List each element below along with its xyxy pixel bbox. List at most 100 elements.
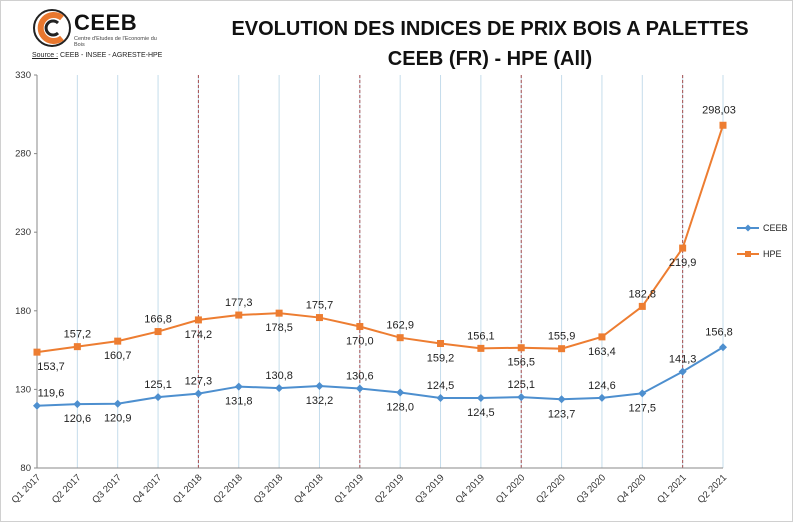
data-label-ceeb: 128,0 — [386, 402, 414, 414]
data-label-ceeb: 127,5 — [629, 402, 657, 414]
data-point-ceeb — [719, 343, 727, 352]
x-tick-label: Q2 2017 — [50, 472, 84, 506]
x-tick-label: Q4 2020 — [615, 472, 649, 506]
logo-name: CEEB — [74, 10, 138, 35]
data-point-ceeb — [275, 384, 284, 393]
data-label-ceeb: 131,8 — [225, 396, 253, 408]
data-label-ceeb: 130,6 — [346, 370, 374, 382]
data-point-ceeb — [154, 393, 163, 402]
series-line-ceeb — [36, 346, 724, 407]
data-point-hpe — [73, 343, 81, 351]
data-label-ceeb: 130,8 — [265, 370, 293, 382]
data-label-ceeb: 125,1 — [507, 379, 535, 391]
data-point-hpe — [558, 345, 566, 353]
data-point-hpe — [275, 309, 283, 317]
data-point-hpe — [114, 337, 122, 345]
data-point-ceeb — [396, 388, 405, 397]
data-point-hpe — [194, 316, 202, 324]
x-tick-label: Q2 2020 — [534, 472, 568, 506]
x-tick-label: Q1 2018 — [171, 472, 205, 506]
data-label-hpe: 159,2 — [427, 352, 455, 364]
data-label-hpe: 162,9 — [386, 320, 414, 332]
x-tick-label: Q3 2017 — [90, 472, 124, 506]
x-tick-label: Q3 2018 — [252, 472, 286, 506]
data-label-ceeb: 119,6 — [38, 388, 65, 400]
y-tick-label: 280 — [15, 149, 31, 160]
data-point-hpe — [33, 348, 41, 356]
x-tick-label: Q1 2020 — [494, 472, 528, 506]
data-point-ceeb — [436, 394, 445, 403]
x-tick-label: Q4 2017 — [131, 472, 165, 506]
data-point-ceeb — [557, 395, 566, 404]
data-point-ceeb — [638, 389, 647, 398]
data-label-ceeb: 120,9 — [104, 413, 132, 425]
data-label-hpe: 163,4 — [588, 346, 616, 358]
data-point-hpe — [679, 244, 687, 252]
x-tick-label: Q2 2021 — [696, 472, 730, 506]
data-label-hpe: 178,5 — [265, 322, 293, 334]
data-point-ceeb — [194, 389, 203, 398]
ceeb-logo: CEEB Centre d'Etudes de l'Economie du Bo… — [32, 8, 157, 52]
data-point-hpe — [396, 334, 404, 342]
x-tick-label: Q4 2018 — [292, 472, 326, 506]
data-point-ceeb — [517, 393, 526, 402]
data-label-ceeb: 125,1 — [144, 379, 172, 391]
data-point-ceeb — [315, 381, 324, 390]
data-label-hpe: 219,9 — [669, 257, 697, 269]
data-label-ceeb: 124,5 — [427, 380, 455, 392]
grid-layer — [36, 75, 724, 468]
data-label-hpe: 170,0 — [346, 336, 374, 348]
data-point-hpe — [517, 344, 525, 352]
x-tick-label: Q1 2017 — [10, 472, 44, 506]
data-point-hpe — [477, 344, 485, 352]
data-label-ceeb: 124,5 — [467, 407, 495, 419]
source-text: CEEB - INSEE - AGRESTE-HPE — [60, 52, 163, 59]
y-tick-label: 180 — [15, 306, 31, 317]
source-label: Source : — [32, 52, 59, 59]
label-layer: 119,6 120,6 120,9 125,1 127,3 131,8 130,8 132,2… — [37, 104, 736, 425]
data-label-ceeb: 124,6 — [588, 380, 616, 392]
data-label-ceeb: 141,3 — [669, 354, 697, 366]
data-label-ceeb: 127,3 — [185, 376, 213, 388]
data-point-ceeb — [355, 384, 364, 393]
legend-label-hpe: HPE — [763, 249, 782, 259]
data-point-hpe — [437, 339, 445, 347]
chart-title: EVOLUTION DES INDICES DE PRIX BOIS A PAL… — [190, 14, 790, 74]
logo-subtitle: Centre d'Etudes de l'Economie du Bois — [74, 36, 157, 48]
x-tick-label: Q2 2018 — [211, 472, 245, 506]
data-point-hpe — [235, 311, 243, 319]
x-tick-label: Q1 2019 — [332, 472, 366, 506]
data-label-hpe: 153,7 — [37, 361, 65, 373]
x-tick-label: Q3 2019 — [413, 472, 447, 506]
legend-marker-hpe — [745, 251, 751, 257]
data-point-hpe — [154, 328, 162, 336]
data-point-ceeb — [678, 367, 687, 376]
x-tick-label: Q2 2019 — [373, 472, 407, 506]
data-label-hpe: 182,8 — [629, 288, 657, 300]
data-point-hpe — [315, 314, 323, 322]
x-tick-label: Q4 2019 — [453, 472, 487, 506]
chart-title-line2: CEEB (FR) - HPE (All) — [387, 48, 593, 70]
data-point-ceeb — [33, 401, 41, 410]
series-layer — [33, 121, 727, 410]
data-point-ceeb — [476, 394, 485, 403]
x-tick-label: Q1 2021 — [655, 472, 689, 506]
y-tick-label: 130 — [15, 384, 31, 395]
data-point-hpe — [719, 121, 727, 129]
source-note: Source : CEEB - INSEE - AGRESTE-HPE — [32, 52, 162, 59]
chart-title-line1: EVOLUTION DES INDICES DE PRIX BOIS A PAL… — [231, 18, 749, 40]
data-label-hpe: 156,1 — [467, 330, 495, 342]
data-label-hpe: 156,5 — [507, 357, 535, 369]
data-point-hpe — [638, 302, 646, 310]
legend-label-ceeb: CEEB — [763, 223, 788, 233]
data-label-hpe: 175,7 — [306, 300, 334, 312]
data-point-ceeb — [234, 382, 243, 391]
data-point-ceeb — [73, 400, 82, 409]
data-point-ceeb — [113, 399, 122, 408]
data-point-hpe — [598, 333, 606, 341]
data-label-ceeb: 132,2 — [306, 395, 334, 407]
data-label-hpe: 174,2 — [185, 329, 213, 341]
ceeb-logo-icon — [33, 9, 71, 47]
